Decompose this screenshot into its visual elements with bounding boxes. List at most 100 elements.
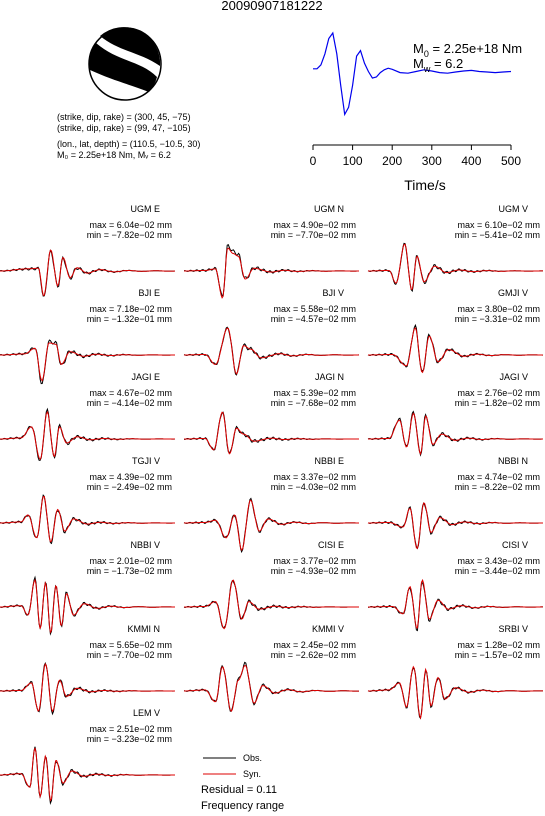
station-min: min = −2.49e−02 mm bbox=[87, 482, 172, 492]
synthetic-trace bbox=[368, 578, 543, 629]
station-max: max = 6.04e−02 mm bbox=[89, 220, 172, 230]
station-min: min = −4.03e−02 mm bbox=[271, 482, 356, 492]
stf-m0-label: M0 = 2.25e+18 Nm bbox=[413, 41, 522, 59]
synthetic-trace bbox=[184, 579, 359, 630]
station-name: NBBI V bbox=[130, 540, 160, 550]
station-min: min = −7.82e−02 mm bbox=[87, 230, 172, 240]
synthetic-trace bbox=[184, 327, 360, 375]
observed-trace bbox=[0, 494, 175, 545]
stf-tick-label: 500 bbox=[501, 154, 521, 168]
synthetic-trace bbox=[368, 327, 544, 374]
plane-2-text: (strike, dip, rake) = (99, 47, −105) bbox=[57, 123, 191, 133]
stf-tick-label: 0 bbox=[310, 154, 317, 168]
synthetic-trace bbox=[368, 665, 543, 720]
station-min: min = −4.93e−02 mm bbox=[271, 566, 356, 576]
station-max: max = 2.76e−02 mm bbox=[457, 388, 540, 398]
stf-tick-label: 100 bbox=[343, 154, 363, 168]
stf-tick-label: 300 bbox=[422, 154, 442, 168]
station-name: UGM E bbox=[130, 204, 160, 214]
synthetic-trace bbox=[184, 664, 359, 713]
synthetic-trace bbox=[0, 662, 175, 713]
synthetic-trace bbox=[368, 412, 543, 456]
station-min: min = −1.57e−02 mm bbox=[455, 650, 540, 660]
stf-ticks: 0 100 200 300 400 500 bbox=[310, 145, 521, 168]
figure-title: 20090907181222 bbox=[221, 0, 322, 13]
stf-panel: 0 100 200 300 400 500 Time/s M0 = 2.25e+18 Nm… bbox=[310, 31, 522, 193]
station-min: min = −3.23e−02 mm bbox=[87, 734, 172, 744]
residual-text: Residual = 0.11 bbox=[201, 784, 277, 796]
stf-tick-label: 200 bbox=[382, 154, 402, 168]
synthetic-trace bbox=[0, 747, 175, 802]
observed-trace bbox=[183, 326, 360, 376]
location-text: (lon., lat, depth) = (110.5, −10.5, 30) bbox=[57, 139, 200, 149]
station-max: max = 7.18e−02 mm bbox=[89, 304, 172, 314]
station-name: LEM V bbox=[133, 708, 160, 718]
station-min: min = −3.44e−02 mm bbox=[455, 566, 540, 576]
legend: Obs. Syn. Residual = 0.11 Frequency rang… bbox=[201, 753, 284, 812]
station-name: NBBI E bbox=[314, 456, 344, 466]
station-max: max = 6.10e−02 mm bbox=[457, 220, 540, 230]
station-name: UGM V bbox=[498, 204, 528, 214]
station-max: max = 5.65e−02 mm bbox=[89, 640, 172, 650]
observed-trace bbox=[0, 662, 175, 716]
synthetic-trace bbox=[0, 578, 175, 634]
station-name: JAGI E bbox=[131, 372, 160, 382]
station-max: max = 5.39e−02 mm bbox=[273, 388, 356, 398]
station-max: max = 1.28e−02 mm bbox=[457, 640, 540, 650]
station-max: max = 4.39e−02 mm bbox=[89, 472, 172, 482]
station-min: min = −2.62e−02 mm bbox=[271, 650, 356, 660]
synthetic-trace bbox=[0, 496, 175, 543]
stf-tick-label: 400 bbox=[461, 154, 481, 168]
synthetic-trace bbox=[0, 249, 176, 296]
station-min: min = −5.41e−02 mm bbox=[455, 230, 540, 240]
station-min: min = −1.32e−01 mm bbox=[87, 314, 172, 324]
station-min: min = −7.68e−02 mm bbox=[271, 398, 356, 408]
station-name: KMMI V bbox=[312, 624, 344, 634]
station-name: CISI V bbox=[502, 540, 528, 550]
frequency-range-text: Frequency range bbox=[201, 800, 284, 812]
station-min: min = −7.70e−02 mm bbox=[271, 230, 356, 240]
station-name: BJI E bbox=[138, 288, 160, 298]
synthetic-trace bbox=[0, 410, 175, 461]
observed-trace bbox=[367, 323, 544, 373]
station-min: min = −1.82e−02 mm bbox=[455, 398, 540, 408]
station-max: max = 4.74e−02 mm bbox=[457, 472, 540, 482]
observed-trace bbox=[367, 667, 543, 720]
legend-obs-label: Obs. bbox=[243, 753, 262, 763]
synthetic-trace bbox=[368, 243, 543, 290]
station-name: SRBI V bbox=[498, 624, 528, 634]
stf-mw-label: Mw = 6.2 bbox=[413, 56, 463, 74]
station-max: max = 2.45e−02 mm bbox=[273, 640, 356, 650]
station-name: UGM N bbox=[314, 204, 344, 214]
station-min: min = −1.73e−02 mm bbox=[87, 566, 172, 576]
synthetic-trace bbox=[184, 247, 359, 299]
observed-trace bbox=[367, 410, 543, 457]
station-max: max = 4.67e−02 mm bbox=[89, 388, 172, 398]
station-max: max = 5.58e−02 mm bbox=[273, 304, 356, 314]
synthetic-trace bbox=[0, 342, 175, 382]
plane-1-text: (strike, dip, rake) = (300, 45, −75) bbox=[57, 112, 191, 122]
legend-syn-label: Syn. bbox=[243, 769, 261, 779]
station-max: max = 3.80e−02 mm bbox=[457, 304, 540, 314]
station-min: min = −4.57e−02 mm bbox=[271, 314, 356, 324]
moment-text: M₀ = 2.25e+18 Nm, Mᵥ = 6.2 bbox=[57, 150, 171, 160]
station-max: max = 3.43e−02 mm bbox=[457, 556, 540, 566]
station-name: CISI E bbox=[318, 540, 344, 550]
